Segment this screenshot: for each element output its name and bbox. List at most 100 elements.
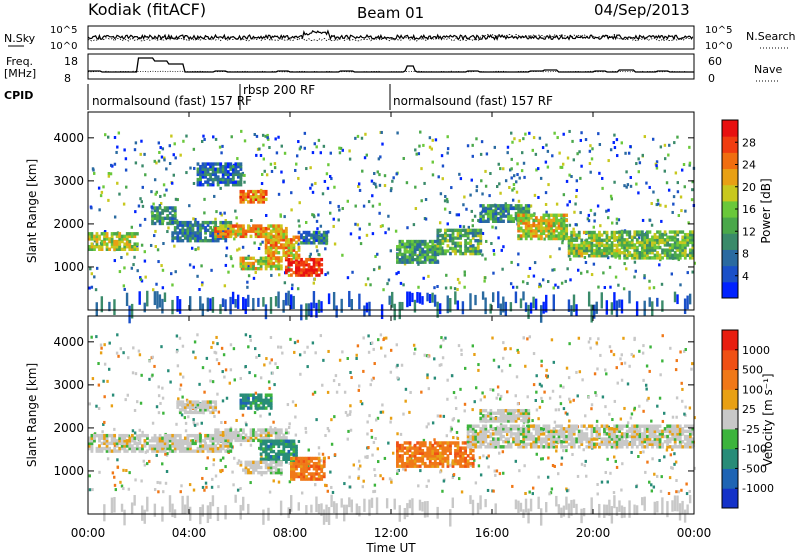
echo-cell <box>173 449 177 453</box>
echo-cell <box>290 469 293 474</box>
noise-cell <box>504 202 507 206</box>
echo-cell <box>209 444 212 448</box>
near-range-cell <box>613 495 616 509</box>
noise-cell <box>117 354 120 358</box>
echo-cell <box>322 233 326 237</box>
noise-cell <box>241 245 245 249</box>
echo-cell <box>194 410 197 415</box>
noise-cell <box>440 154 444 158</box>
echo-cell <box>310 268 313 272</box>
noise-cell <box>541 278 545 282</box>
echo-cell <box>673 253 677 258</box>
echo-cell <box>436 246 440 251</box>
echo-cell <box>211 183 215 187</box>
echo-cell <box>300 241 303 245</box>
echo-cell <box>244 197 248 202</box>
echo-cell <box>206 223 210 227</box>
echo-cell <box>312 241 316 245</box>
echo-cell <box>199 233 202 238</box>
near-range-cell <box>231 291 235 305</box>
echo-cell <box>95 232 99 236</box>
freq-tick-bottom: 8 <box>64 72 71 85</box>
echo-cell <box>431 255 435 259</box>
echo-cell <box>211 164 215 169</box>
echo-cell <box>436 454 440 458</box>
echo-cell <box>267 259 271 263</box>
echo-cell <box>171 441 175 446</box>
noise-cell <box>311 190 315 194</box>
echo-cell <box>431 239 435 244</box>
echo-cell <box>115 242 119 246</box>
noise-cell <box>489 442 492 446</box>
echo-cell <box>221 164 225 169</box>
echo-cell <box>476 241 480 245</box>
noise-cell <box>364 455 367 459</box>
echo-cell <box>252 195 255 199</box>
echo-cell <box>287 268 291 272</box>
noise-cell <box>463 285 466 289</box>
echo-cell <box>461 451 465 455</box>
echo-cell <box>259 393 263 397</box>
echo-cell <box>264 226 268 231</box>
echo-cell <box>279 460 283 465</box>
noise-cell <box>136 434 139 438</box>
noise-cell <box>596 367 599 371</box>
noise-cell <box>475 386 478 390</box>
echo-cell <box>224 183 228 187</box>
noise-cell <box>566 203 569 207</box>
echo-cell <box>224 229 228 233</box>
echo-cell <box>110 245 114 249</box>
near-range-cell <box>113 496 116 513</box>
noise-cell <box>379 333 383 337</box>
echo-cell <box>476 233 480 238</box>
noise-cell <box>531 492 534 496</box>
noise-cell <box>264 134 267 138</box>
noise-cell <box>395 365 398 369</box>
noise-cell <box>180 413 184 417</box>
echo-cell <box>307 230 311 235</box>
echo-cell <box>449 443 452 448</box>
echo-cell <box>231 229 235 233</box>
noise-cell <box>118 270 122 274</box>
noise-cell <box>446 378 449 382</box>
noise-cell <box>372 181 376 185</box>
echo-cell <box>163 206 167 210</box>
echo-cell <box>302 467 306 471</box>
echo-cell <box>651 238 654 242</box>
echo-cell <box>269 447 273 451</box>
echo-cell <box>282 442 286 446</box>
echo-cell <box>413 247 417 251</box>
echo-cell <box>315 260 319 264</box>
echo-cell <box>537 236 541 241</box>
echo-cell <box>247 470 250 475</box>
echo-cell <box>459 454 462 458</box>
echo-cell <box>211 162 215 166</box>
echo-cell <box>302 268 306 272</box>
echo-cell <box>686 253 690 258</box>
echo-cell <box>234 224 238 228</box>
noise-cell <box>402 467 405 471</box>
noise-cell <box>374 437 377 441</box>
echo-cell <box>466 228 470 233</box>
noise-cell <box>253 241 256 245</box>
echo-cell <box>661 232 664 237</box>
noise-cell <box>303 131 307 135</box>
echo-cell <box>287 248 291 252</box>
y-tick-label: 3000 <box>53 174 84 188</box>
noise-cell <box>248 334 252 338</box>
echo-cell <box>284 235 288 239</box>
noise-cell <box>319 459 323 463</box>
noise-cell <box>491 336 494 340</box>
echo-cell <box>138 433 142 438</box>
noise-cell <box>167 226 170 230</box>
echo-cell <box>406 464 409 468</box>
echo-cell <box>189 228 192 233</box>
echo-cell <box>267 403 271 408</box>
echo-cell <box>615 251 619 255</box>
noise-cell <box>166 230 169 234</box>
echo-cell <box>204 238 207 243</box>
echo-cell <box>300 257 303 262</box>
noise-cell <box>295 154 299 158</box>
echo-cell <box>219 430 223 435</box>
